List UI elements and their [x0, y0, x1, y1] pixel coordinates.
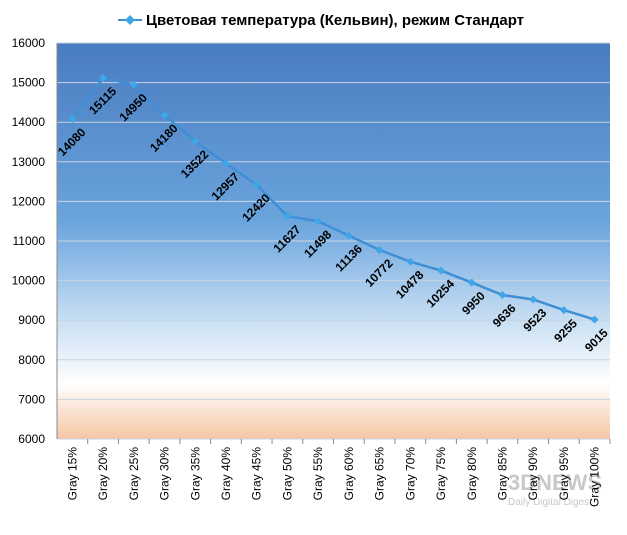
- data-point: [344, 231, 353, 240]
- legend-marker: [125, 15, 135, 25]
- x-tick-label: Gray 50%: [280, 447, 294, 501]
- data-point: [68, 115, 77, 124]
- x-tick-label: Gray 15%: [65, 447, 79, 501]
- x-tick-label: Gray 45%: [250, 447, 264, 501]
- watermark: 3DNEWS: [508, 470, 602, 495]
- data-point: [406, 257, 415, 266]
- y-tick-label: 16000: [12, 36, 46, 50]
- y-tick-label: 9000: [18, 313, 45, 327]
- data-point: [590, 315, 599, 324]
- x-tick-label: Gray 60%: [342, 447, 356, 501]
- x-tick-label: Gray 90%: [526, 447, 540, 501]
- x-tick-label: Gray 30%: [158, 447, 172, 501]
- data-point: [498, 291, 507, 300]
- y-tick-label: 11000: [13, 234, 46, 248]
- data-point: [314, 217, 323, 226]
- data-point: [191, 137, 200, 146]
- y-tick-label: 6000: [18, 432, 45, 446]
- x-tick-label: Gray 75%: [434, 447, 448, 501]
- x-tick-label: Gray 85%: [495, 447, 509, 501]
- x-tick-label: Gray 40%: [219, 447, 233, 501]
- y-tick-label: 14000: [12, 115, 46, 129]
- y-tick-label: 13000: [12, 155, 46, 169]
- data-point: [437, 266, 446, 275]
- series-line: [71, 76, 596, 321]
- x-tick-label: Gray 20%: [96, 447, 110, 501]
- data-point: [283, 212, 292, 221]
- x-tick-label: Gray 35%: [188, 447, 202, 501]
- data-point: [160, 111, 169, 120]
- data-point: [529, 295, 538, 304]
- data-point: [252, 180, 261, 189]
- data-point: [129, 80, 138, 89]
- y-tick-label: 10000: [12, 274, 46, 288]
- y-tick-label: 7000: [18, 392, 45, 406]
- x-tick-label: Gray 25%: [127, 447, 141, 501]
- data-point: [375, 246, 384, 255]
- y-tick-label: 15000: [12, 76, 46, 90]
- x-tick-label: Gray 70%: [403, 447, 417, 501]
- data-point: [467, 278, 476, 287]
- x-tick-label: Gray 95%: [557, 447, 571, 501]
- x-tick-label: Gray 80%: [465, 447, 479, 501]
- y-tick-label: 8000: [18, 353, 45, 367]
- x-tick-label: Gray 100%: [588, 447, 602, 507]
- chart-title: Цветовая температура (Кельвин), режим Ст…: [146, 12, 524, 29]
- x-tick-label: Gray 65%: [373, 447, 387, 501]
- data-point: [559, 306, 568, 315]
- y-tick-label: 12000: [12, 194, 46, 208]
- watermark: Daily Digital Digest: [508, 497, 592, 508]
- data-point: [99, 74, 108, 83]
- data-point: [221, 159, 230, 168]
- x-tick-label: Gray 55%: [311, 447, 325, 501]
